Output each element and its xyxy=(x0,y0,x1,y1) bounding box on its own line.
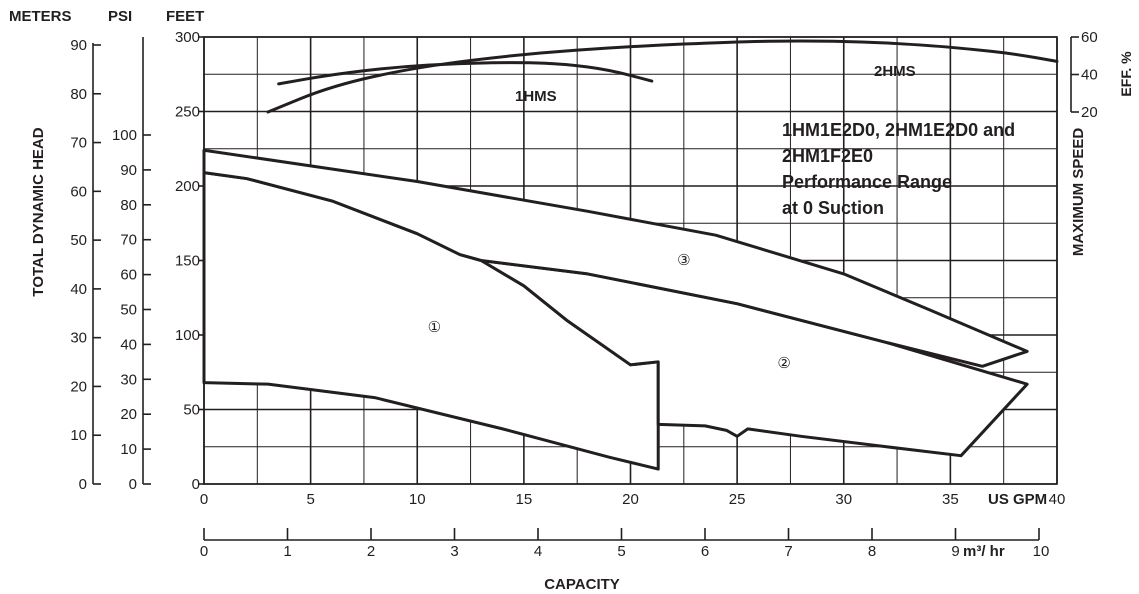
psi-tick-label: 10 xyxy=(120,441,137,458)
psi-tick-label: 100 xyxy=(112,127,137,144)
m3-tick-label: 3 xyxy=(450,543,458,560)
gpm-tick-label: 25 xyxy=(729,491,746,508)
x-axis-label-gpm: US GPM xyxy=(988,491,1047,508)
m3-tick-label: 8 xyxy=(868,543,876,560)
meters-tick-label: 40 xyxy=(70,281,87,298)
region-label-2: ② xyxy=(777,355,790,372)
m3-tick-label: 10 xyxy=(1033,543,1050,560)
psi-tick-label: 50 xyxy=(120,302,137,319)
chart-title-line-4: at 0 Suction xyxy=(782,198,884,218)
psi-tick-label: 90 xyxy=(120,162,137,179)
psi-tick-label: 80 xyxy=(120,197,137,214)
psi-axis-label: PSI xyxy=(108,8,132,25)
meters-axis-label: METERS xyxy=(9,8,72,25)
m3-tick-label: 4 xyxy=(534,543,542,560)
right-axis-title: MAXIMUM SPEED xyxy=(1070,128,1087,257)
axis-meters: 0 10 20 30 40 50 60 70 80 90 xyxy=(70,37,101,493)
m3-tick-label: 6 xyxy=(701,543,709,560)
x-axis-label-m3: m³/ hr xyxy=(963,543,1005,560)
meters-tick-label: 30 xyxy=(70,330,87,347)
efficiency-curve-1hms xyxy=(277,61,654,86)
y-axis-title: TOTAL DYNAMIC HEAD xyxy=(30,127,47,296)
eff-axis-label: EFF. % xyxy=(1118,51,1134,97)
meters-tick-label: 90 xyxy=(70,37,87,54)
feet-axis-label: FEET xyxy=(166,8,204,25)
region-label-3: ③ xyxy=(677,252,690,269)
psi-tick-label: 30 xyxy=(120,371,137,388)
psi-tick-label: 60 xyxy=(120,267,137,284)
psi-tick-label: 40 xyxy=(120,336,137,353)
gpm-tick-label: 10 xyxy=(409,491,426,508)
psi-tick-label: 0 xyxy=(129,476,137,493)
gpm-tick-label: 5 xyxy=(306,491,314,508)
m3-tick-label: 1 xyxy=(283,543,291,560)
eff-tick-label: 20 xyxy=(1081,104,1098,121)
x-axis-title: CAPACITY xyxy=(544,576,620,593)
meters-tick-label: 60 xyxy=(70,183,87,200)
curve-label-2hms: 2HMS xyxy=(874,63,916,80)
gpm-tick-label: 15 xyxy=(516,491,533,508)
gpm-tick-label: 40 xyxy=(1049,491,1066,508)
m3-tick-label: 2 xyxy=(367,543,375,560)
feet-tick-label: 0 xyxy=(192,476,200,493)
m3-tick-label: 5 xyxy=(617,543,625,560)
psi-tick-label: 20 xyxy=(120,406,137,423)
region-3 xyxy=(202,148,1029,368)
performance-regions: ① ② ③ xyxy=(202,148,1029,471)
region-label-1: ① xyxy=(428,319,441,336)
feet-tick-label: 100 xyxy=(175,327,200,344)
eff-tick-label: 60 xyxy=(1081,29,1098,46)
meters-tick-label: 50 xyxy=(70,232,87,249)
m3-tick-label: 9 xyxy=(951,543,959,560)
m3-tick-label: 0 xyxy=(200,543,208,560)
gpm-tick-label: 35 xyxy=(942,491,959,508)
feet-tick-label: 200 xyxy=(175,178,200,195)
chart-title-line-1: 1HM1E2D0, 2HM1E2D0 and xyxy=(782,120,1015,140)
chart-title-line-2: 2HM1F2E0 xyxy=(782,146,873,166)
curve-label-1hms: 1HMS xyxy=(515,88,557,105)
axis-efficiency: 20 40 60 xyxy=(1070,29,1098,121)
gpm-tick-label: 20 xyxy=(622,491,639,508)
efficiency-curve-2hms xyxy=(266,39,1059,114)
meters-tick-label: 70 xyxy=(70,135,87,152)
chart-title-block: 1HM1E2D0, 2HM1E2D0 and 2HM1F2E0 Performa… xyxy=(782,120,1015,218)
meters-tick-label: 20 xyxy=(70,378,87,395)
axis-m3: 0 1 2 3 4 5 6 7 8 9 10 xyxy=(200,528,1050,560)
m3-tick-label: 7 xyxy=(784,543,792,560)
chart-title-line-3: Performance Range xyxy=(782,172,952,192)
feet-tick-label: 250 xyxy=(175,104,200,121)
feet-tick-label: 50 xyxy=(183,402,200,419)
meters-tick-label: 0 xyxy=(79,476,87,493)
axis-feet: 0 50 100 150 200 250 300 xyxy=(175,29,204,493)
gpm-tick-label: 0 xyxy=(200,491,208,508)
psi-tick-label: 70 xyxy=(120,232,137,249)
gpm-tick-label: 30 xyxy=(835,491,852,508)
axis-gpm: 0 5 10 15 20 25 30 35 40 xyxy=(200,491,1066,508)
meters-tick-label: 80 xyxy=(70,86,87,103)
meters-tick-label: 10 xyxy=(70,427,87,444)
efficiency-curves: 1HMS 2HMS xyxy=(266,39,1059,114)
feet-tick-label: 150 xyxy=(175,253,200,270)
eff-tick-label: 40 xyxy=(1081,67,1098,84)
axis-psi: 0 10 20 30 40 50 60 70 80 90 100 xyxy=(112,37,151,493)
feet-tick-label: 300 xyxy=(175,29,200,46)
